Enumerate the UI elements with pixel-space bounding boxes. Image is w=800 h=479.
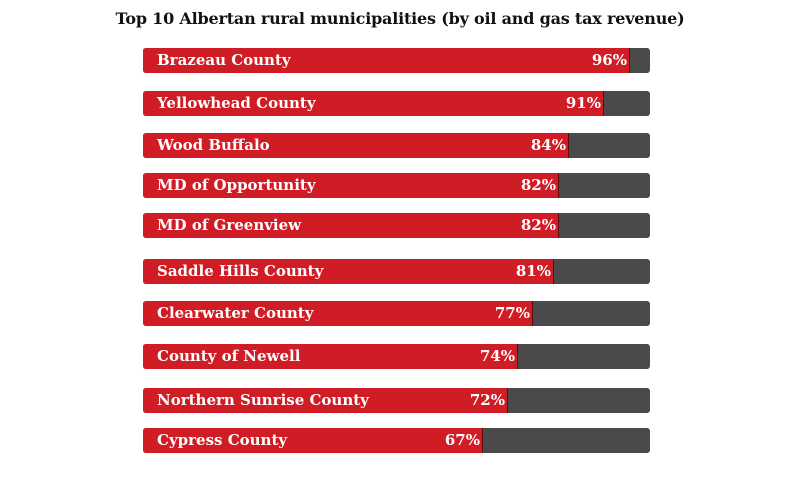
bar-value-label: 82% bbox=[520, 176, 556, 194]
bar-row: Yellowhead County 91% bbox=[143, 91, 650, 116]
bar-row: MD of Greenview 82% bbox=[143, 213, 650, 238]
bar-row: MD of Opportunity 82% bbox=[143, 173, 650, 198]
bar bbox=[143, 173, 559, 198]
bar-value-label: 91% bbox=[565, 94, 601, 112]
bar-row: Northern Sunrise County 72% bbox=[143, 388, 650, 413]
bar bbox=[143, 91, 604, 116]
bar-category-label: Northern Sunrise County bbox=[157, 391, 369, 409]
bar bbox=[143, 344, 518, 369]
bar-value-label: 82% bbox=[520, 216, 556, 234]
bar bbox=[143, 428, 483, 453]
bar-category-label: MD of Opportunity bbox=[157, 176, 316, 194]
bar-value-label: 72% bbox=[469, 391, 505, 409]
bar-row: Saddle Hills County 81% bbox=[143, 259, 650, 284]
bar-value-label: 74% bbox=[479, 347, 515, 365]
bar bbox=[143, 388, 508, 413]
bar-category-label: Cypress County bbox=[157, 431, 288, 449]
bar-category-label: Brazeau County bbox=[157, 51, 291, 69]
bar-category-label: Clearwater County bbox=[157, 304, 314, 322]
bar-value-label: 81% bbox=[515, 262, 551, 280]
bar-row: County of Newell 74% bbox=[143, 344, 650, 369]
bar-row: Cypress County 67% bbox=[143, 428, 650, 453]
chart-title: Top 10 Albertan rural municipalities (by… bbox=[115, 9, 685, 28]
bar bbox=[143, 133, 569, 158]
bar bbox=[143, 213, 559, 238]
bar-value-label: 77% bbox=[494, 304, 530, 322]
bar-category-label: Saddle Hills County bbox=[157, 262, 324, 280]
bar-row: Wood Buffalo 84% bbox=[143, 133, 650, 158]
bar-value-label: 67% bbox=[444, 431, 480, 449]
bar-category-label: MD of Greenview bbox=[157, 216, 302, 234]
bar bbox=[143, 301, 533, 326]
bar-category-label: County of Newell bbox=[157, 347, 301, 365]
bar-category-label: Yellowhead County bbox=[157, 94, 316, 112]
bar bbox=[143, 259, 554, 284]
bar-value-label: 96% bbox=[591, 51, 627, 69]
bar bbox=[143, 48, 630, 73]
bar-value-label: 84% bbox=[530, 136, 566, 154]
bar-row: Clearwater County 77% bbox=[143, 301, 650, 326]
bar-row: Brazeau County 96% bbox=[143, 48, 650, 73]
bar-category-label: Wood Buffalo bbox=[157, 136, 270, 154]
